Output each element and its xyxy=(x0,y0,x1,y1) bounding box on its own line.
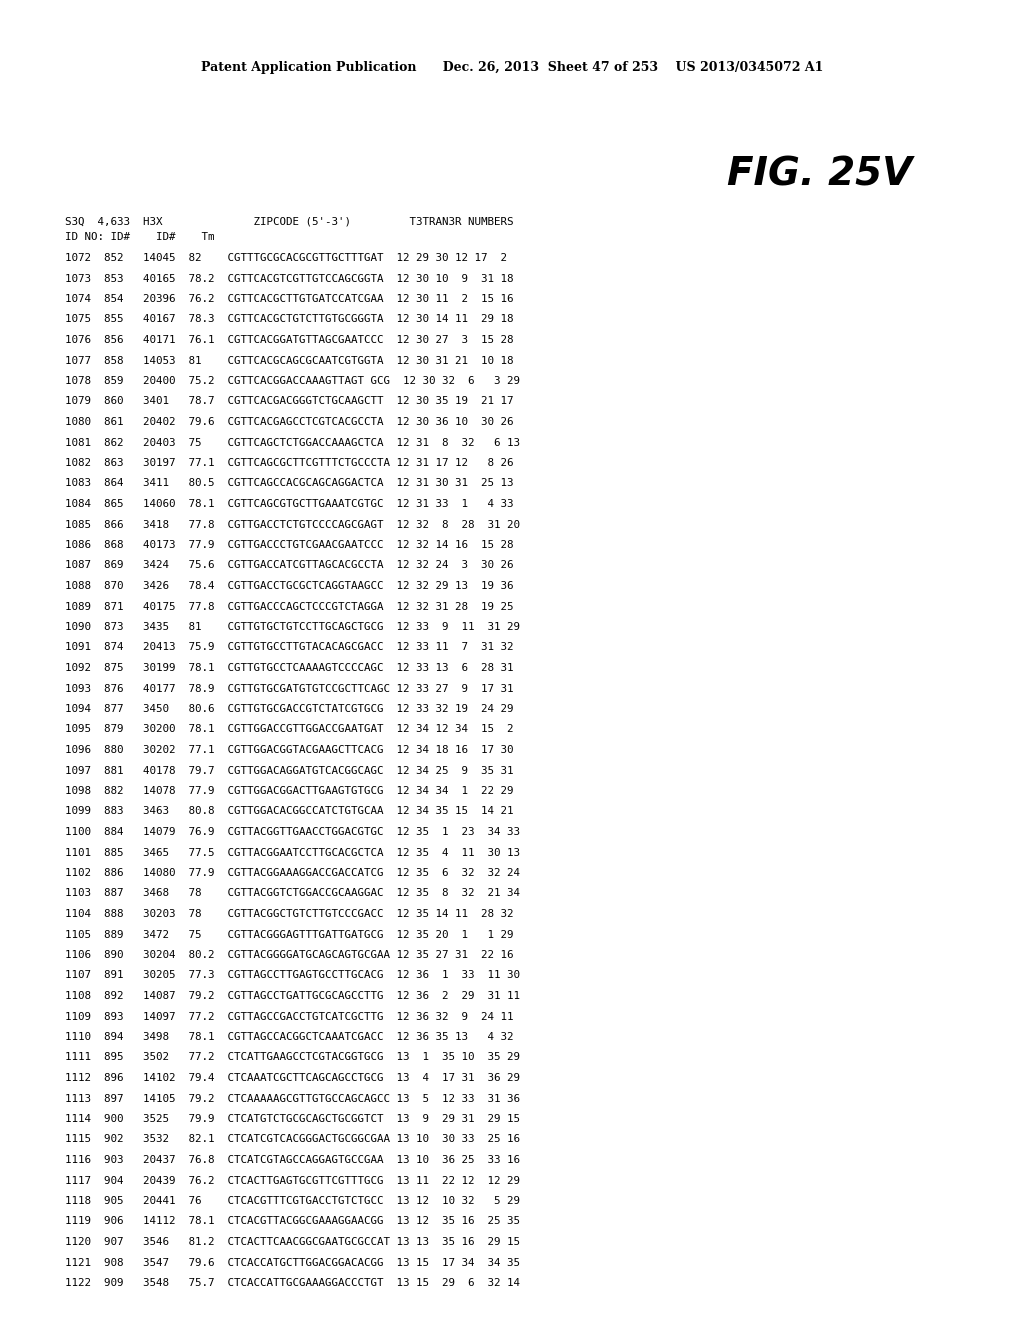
Text: 1083  864   3411   80.5  CGTTCAGCCACGCAGCAGGACTCA  12 31 30 31  25 13: 1083 864 3411 80.5 CGTTCAGCCACGCAGCAGGAC… xyxy=(65,479,513,488)
Text: 1107  891   30205  77.3  CGTTAGCCTTGAGTGCCTTGCACG  12 36  1  33  11 30: 1107 891 30205 77.3 CGTTAGCCTTGAGTGCCTTG… xyxy=(65,970,520,981)
Text: 1091  874   20413  75.9  CGTTGTGCCTTGTACACAGCGACC  12 33 11  7  31 32: 1091 874 20413 75.9 CGTTGTGCCTTGTACACAGC… xyxy=(65,643,513,652)
Text: 1092  875   30199  78.1  CGTTGTGCCTCAAAAGTCCCCAGC  12 33 13  6  28 31: 1092 875 30199 78.1 CGTTGTGCCTCAAAAGTCCC… xyxy=(65,663,513,673)
Text: 1114  900   3525   79.9  CTCATGTCTGCGCAGCTGCGGTCT  13  9  29 31  29 15: 1114 900 3525 79.9 CTCATGTCTGCGCAGCTGCGG… xyxy=(65,1114,520,1125)
Text: Patent Application Publication      Dec. 26, 2013  Sheet 47 of 253    US 2013/03: Patent Application Publication Dec. 26, … xyxy=(201,62,823,74)
Text: 1095  879   30200  78.1  CGTTGGACCGTTGGACCGAATGAT  12 34 12 34  15  2: 1095 879 30200 78.1 CGTTGGACCGTTGGACCGAA… xyxy=(65,725,513,734)
Text: S3Q  4,633  H3X              ZIPCODE (5'-3')         T3TRAN3R NUMBERS: S3Q 4,633 H3X ZIPCODE (5'-3') T3TRAN3R N… xyxy=(65,216,513,227)
Text: 1105  889   3472   75    CGTTACGGGAGTTTGATTGATGCG  12 35 20  1   1 29: 1105 889 3472 75 CGTTACGGGAGTTTGATTGATGC… xyxy=(65,929,513,940)
Text: 1110  894   3498   78.1  CGTTAGCCACGGCTCAAATCGACC  12 36 35 13   4 32: 1110 894 3498 78.1 CGTTAGCCACGGCTCAAATCG… xyxy=(65,1032,513,1041)
Text: 1111  895   3502   77.2  CTCATTGAAGCCTCGTACGGTGCG  13  1  35 10  35 29: 1111 895 3502 77.2 CTCATTGAAGCCTCGTACGGT… xyxy=(65,1052,520,1063)
Text: 1079  860   3401   78.7  CGTTCACGACGGGTCTGCAAGCTT  12 30 35 19  21 17: 1079 860 3401 78.7 CGTTCACGACGGGTCTGCAAG… xyxy=(65,396,513,407)
Text: 1108  892   14087  79.2  CGTTAGCCTGATTGCGCAGCCTTG  12 36  2  29  31 11: 1108 892 14087 79.2 CGTTAGCCTGATTGCGCAGC… xyxy=(65,991,520,1001)
Text: 1076  856   40171  76.1  CGTTCACGGATGTTAGCGAATCCC  12 30 27  3  15 28: 1076 856 40171 76.1 CGTTCACGGATGTTAGCGAA… xyxy=(65,335,513,345)
Text: 1106  890   30204  80.2  CGTTACGGGGATGCAGCAGTGCGAA 12 35 27 31  22 16: 1106 890 30204 80.2 CGTTACGGGGATGCAGCAGT… xyxy=(65,950,513,960)
Text: 1100  884   14079  76.9  CGTTACGGTTGAACCTGGACGTGC  12 35  1  23  34 33: 1100 884 14079 76.9 CGTTACGGTTGAACCTGGAC… xyxy=(65,828,520,837)
Text: 1119  906   14112  78.1  CTCACGTTACGGCGAAAGGAACGG  13 12  35 16  25 35: 1119 906 14112 78.1 CTCACGTTACGGCGAAAGGA… xyxy=(65,1217,520,1226)
Text: 1082  863   30197  77.1  CGTTCAGCGCTTCGTTTCTGCCCTA 12 31 17 12   8 26: 1082 863 30197 77.1 CGTTCAGCGCTTCGTTTCTG… xyxy=(65,458,513,469)
Text: 1093  876   40177  78.9  CGTTGTGCGATGTGTCCGCTTCAGC 12 33 27  9  17 31: 1093 876 40177 78.9 CGTTGTGCGATGTGTCCGCT… xyxy=(65,684,513,693)
Text: 1122  909   3548   75.7  CTCACCATTGCGAAAGGACCCTGT  13 15  29  6  32 14: 1122 909 3548 75.7 CTCACCATTGCGAAAGGACCC… xyxy=(65,1278,520,1288)
Text: 1089  871   40175  77.8  CGTTGACCCAGCTCCCGTCTAGGA  12 32 31 28  19 25: 1089 871 40175 77.8 CGTTGACCCAGCTCCCGTCT… xyxy=(65,602,513,611)
Text: 1074  854   20396  76.2  CGTTCACGCTTGTGATCCATCGAA  12 30 11  2  15 16: 1074 854 20396 76.2 CGTTCACGCTTGTGATCCAT… xyxy=(65,294,513,304)
Text: 1085  866   3418   77.8  CGTTGACCTCTGTCCCCAGCGAGT  12 32  8  28  31 20: 1085 866 3418 77.8 CGTTGACCTCTGTCCCCAGCG… xyxy=(65,520,520,529)
Text: 1117  904   20439  76.2  CTCACTTGAGTGCGTTCGTTTGCG  13 11  22 12  12 29: 1117 904 20439 76.2 CTCACTTGAGTGCGTTCGTT… xyxy=(65,1176,520,1185)
Text: 1090  873   3435   81    CGTTGTGCTGTCCTTGCAGCTGCG  12 33  9  11  31 29: 1090 873 3435 81 CGTTGTGCTGTCCTTGCAGCTGC… xyxy=(65,622,520,632)
Text: 1084  865   14060  78.1  CGTTCAGCGTGCTTGAAATCGTGC  12 31 33  1   4 33: 1084 865 14060 78.1 CGTTCAGCGTGCTTGAAATC… xyxy=(65,499,513,510)
Text: ID NO: ID#    ID#    Tm: ID NO: ID# ID# Tm xyxy=(65,232,214,242)
Text: 1118  905   20441  76    CTCACGTTTCGTGACCTGTCTGCC  13 12  10 32   5 29: 1118 905 20441 76 CTCACGTTTCGTGACCTGTCTG… xyxy=(65,1196,520,1206)
Text: 1103  887   3468   78    CGTTACGGTCTGGACCGCAAGGAC  12 35  8  32  21 34: 1103 887 3468 78 CGTTACGGTCTGGACCGCAAGGA… xyxy=(65,888,520,899)
Text: 1109  893   14097  77.2  CGTTAGCCGACCTGTCATCGCTTG  12 36 32  9  24 11: 1109 893 14097 77.2 CGTTAGCCGACCTGTCATCG… xyxy=(65,1011,513,1022)
Text: 1101  885   3465   77.5  CGTTACGGAATCCTTGCACGCTCA  12 35  4  11  30 13: 1101 885 3465 77.5 CGTTACGGAATCCTTGCACGC… xyxy=(65,847,520,858)
Text: 1077  858   14053  81    CGTTCACGCAGCGCAATCGTGGTA  12 30 31 21  10 18: 1077 858 14053 81 CGTTCACGCAGCGCAATCGTGG… xyxy=(65,355,513,366)
Text: 1102  886   14080  77.9  CGTTACGGAAAGGACCGACCATCG  12 35  6  32  32 24: 1102 886 14080 77.9 CGTTACGGAAAGGACCGACC… xyxy=(65,869,520,878)
Text: 1087  869   3424   75.6  CGTTGACCATCGTTAGCACGCCTA  12 32 24  3  30 26: 1087 869 3424 75.6 CGTTGACCATCGTTAGCACGC… xyxy=(65,561,513,570)
Text: 1121  908   3547   79.6  CTCACCATGCTTGGACGGACACGG  13 15  17 34  34 35: 1121 908 3547 79.6 CTCACCATGCTTGGACGGACA… xyxy=(65,1258,520,1267)
Text: 1115  902   3532   82.1  CTCATCGTCACGGGACTGCGGCGAA 13 10  30 33  25 16: 1115 902 3532 82.1 CTCATCGTCACGGGACTGCGG… xyxy=(65,1134,520,1144)
Text: 1078  859   20400  75.2  CGTTCACGGACCAAAGTTAGT GCG  12 30 32  6   3 29: 1078 859 20400 75.2 CGTTCACGGACCAAAGTTAG… xyxy=(65,376,520,385)
Text: FIG. 25V: FIG. 25V xyxy=(727,156,912,194)
Text: 1081  862   20403  75    CGTTCAGCTCTGGACCAAAGCTCA  12 31  8  32   6 13: 1081 862 20403 75 CGTTCAGCTCTGGACCAAAGCT… xyxy=(65,437,520,447)
Text: 1098  882   14078  77.9  CGTTGGACGGACTTGAAGTGTGCG  12 34 34  1  22 29: 1098 882 14078 77.9 CGTTGGACGGACTTGAAGTG… xyxy=(65,785,513,796)
Text: 1075  855   40167  78.3  CGTTCACGCTGTCTTGTGCGGGTA  12 30 14 11  29 18: 1075 855 40167 78.3 CGTTCACGCTGTCTTGTGCG… xyxy=(65,314,513,325)
Text: 1072  852   14045  82    CGTTTGCGCACGCGTTGCTTTGAT  12 29 30 12 17  2: 1072 852 14045 82 CGTTTGCGCACGCGTTGCTTTG… xyxy=(65,253,507,263)
Text: 1086  868   40173  77.9  CGTTGACCCTGTCGAACGAATCCC  12 32 14 16  15 28: 1086 868 40173 77.9 CGTTGACCCTGTCGAACGAA… xyxy=(65,540,513,550)
Text: 1073  853   40165  78.2  CGTTCACGTCGTTGTCCAGCGGTA  12 30 10  9  31 18: 1073 853 40165 78.2 CGTTCACGTCGTTGTCCAGC… xyxy=(65,273,513,284)
Text: 1104  888   30203  78    CGTTACGGCTGTCTTGTCCCGACC  12 35 14 11  28 32: 1104 888 30203 78 CGTTACGGCTGTCTTGTCCCGA… xyxy=(65,909,513,919)
Text: 1112  896   14102  79.4  CTCAAATCGCTTCAGCAGCCTGCG  13  4  17 31  36 29: 1112 896 14102 79.4 CTCAAATCGCTTCAGCAGCC… xyxy=(65,1073,520,1082)
Text: 1120  907   3546   81.2  CTCACTTCAACGGCGAATGCGCCAT 13 13  35 16  29 15: 1120 907 3546 81.2 CTCACTTCAACGGCGAATGCG… xyxy=(65,1237,520,1247)
Text: 1113  897   14105  79.2  CTCAAAAAGCGTTGTGCCAGCAGCC 13  5  12 33  31 36: 1113 897 14105 79.2 CTCAAAAAGCGTTGTGCCAG… xyxy=(65,1093,520,1104)
Text: 1094  877   3450   80.6  CGTTGTGCGACCGTCTATCGTGCG  12 33 32 19  24 29: 1094 877 3450 80.6 CGTTGTGCGACCGTCTATCGT… xyxy=(65,704,513,714)
Text: 1096  880   30202  77.1  CGTTGGACGGTACGAAGCTTCACG  12 34 18 16  17 30: 1096 880 30202 77.1 CGTTGGACGGTACGAAGCTT… xyxy=(65,744,513,755)
Text: 1088  870   3426   78.4  CGTTGACCTGCGCTCAGGTAAGCC  12 32 29 13  19 36: 1088 870 3426 78.4 CGTTGACCTGCGCTCAGGTAA… xyxy=(65,581,513,591)
Text: 1116  903   20437  76.8  CTCATCGTAGCCAGGAGTGCCGAA  13 10  36 25  33 16: 1116 903 20437 76.8 CTCATCGTAGCCAGGAGTGC… xyxy=(65,1155,520,1166)
Text: 1097  881   40178  79.7  CGTTGGACAGGATGTCACGGCAGC  12 34 25  9  35 31: 1097 881 40178 79.7 CGTTGGACAGGATGTCACGG… xyxy=(65,766,513,776)
Text: 1099  883   3463   80.8  CGTTGGACACGGCCATCTGTGCAA  12 34 35 15  14 21: 1099 883 3463 80.8 CGTTGGACACGGCCATCTGTG… xyxy=(65,807,513,817)
Text: 1080  861   20402  79.6  CGTTCACGAGCCTCGTCACGCCTA  12 30 36 10  30 26: 1080 861 20402 79.6 CGTTCACGAGCCTCGTCACG… xyxy=(65,417,513,426)
